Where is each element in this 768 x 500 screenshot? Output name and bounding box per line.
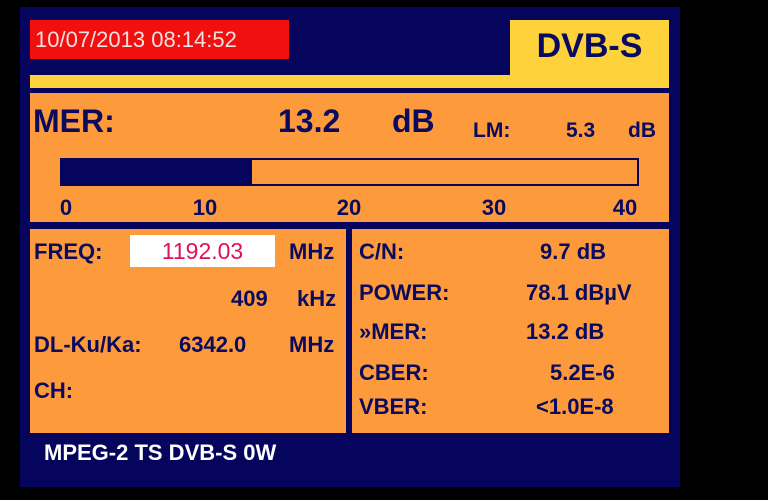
cber-label: CBER: xyxy=(359,360,429,385)
mode-badge: DVB-S xyxy=(510,20,669,88)
measurements-section xyxy=(352,229,669,433)
ch-label: CH: xyxy=(34,378,74,403)
mer-unit: dB xyxy=(392,103,435,139)
dl-label: DL-Ku/Ka: xyxy=(34,332,142,357)
lm-unit: dB xyxy=(628,119,656,142)
dl-value: 6342.0 xyxy=(179,332,247,357)
cn-label: C/N: xyxy=(359,239,405,264)
mer-bar-fill xyxy=(62,160,252,184)
tick-label: 10 xyxy=(192,195,218,220)
mer-row-label: »MER: xyxy=(359,319,428,344)
mer-section xyxy=(30,93,669,222)
dl-unit: MHz xyxy=(289,332,335,357)
header-strip xyxy=(30,75,669,88)
vber-value: <1.0E-8 xyxy=(536,394,614,419)
freq-input[interactable]: 1192.03 xyxy=(130,235,275,267)
tick-label: 40 xyxy=(612,195,638,220)
cn-value: 9.7 dB xyxy=(540,239,607,264)
offset-unit: kHz xyxy=(297,286,337,311)
power-value: 78.1 dBµV xyxy=(526,280,632,305)
mer-bar xyxy=(60,158,639,186)
lm-value: 5.3 xyxy=(566,119,596,142)
tick-label: 20 xyxy=(336,195,362,220)
mer-label: MER: xyxy=(33,103,115,139)
vber-label: VBER: xyxy=(359,394,428,419)
cber-value: 5.2E-6 xyxy=(550,360,615,385)
tick-label: 30 xyxy=(481,195,507,220)
mer-row-value: 13.2 dB xyxy=(526,319,605,344)
tick-label: 0 xyxy=(59,195,73,220)
stream-info: MPEG-2 TS DVB-S 0W xyxy=(44,440,277,465)
datetime: 10/07/2013 08:14:52 xyxy=(30,20,289,59)
freq-unit: MHz xyxy=(289,239,335,264)
power-label: POWER: xyxy=(359,280,450,305)
freq-label: FREQ: xyxy=(34,239,103,264)
offset-value: 409 xyxy=(231,286,268,311)
mer-value: 13.2 xyxy=(278,103,341,139)
lm-label: LM: xyxy=(473,119,511,142)
